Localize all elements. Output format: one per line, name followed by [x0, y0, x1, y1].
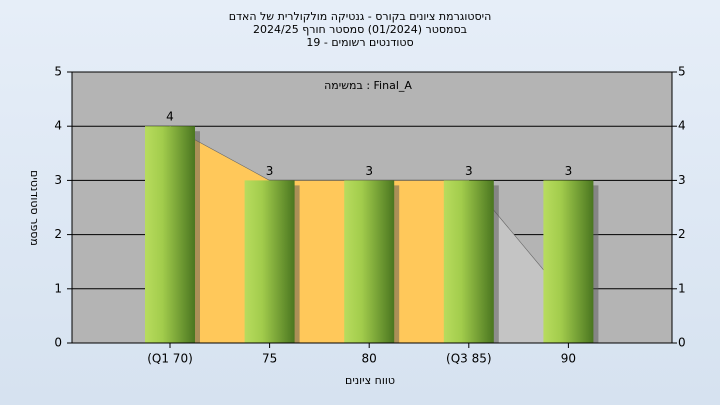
chart-subtitle: בסמסטר (01/2024) סמסטר חורף 2024/25	[253, 23, 467, 36]
chart-title: היסטוגרמת ציונים בקורס - גנטיקה מולקולרי…	[229, 10, 492, 23]
bar	[543, 180, 594, 343]
annotation: Final_A : במשימה	[324, 79, 412, 92]
y-tick-label: 5	[54, 65, 62, 79]
x-tick-label: 80	[362, 352, 377, 366]
y-tick-label: 0	[54, 336, 62, 350]
bar	[443, 180, 494, 343]
x-axis-label: טווח ציונים	[345, 374, 395, 387]
y2-tick-label: 5	[678, 65, 686, 79]
data-label: 3	[465, 164, 473, 178]
y2-tick-label: 2	[678, 227, 686, 241]
y-tick-label: 4	[54, 119, 62, 133]
y2-tick-label: 0	[678, 336, 686, 350]
y2-tick-label: 1	[678, 281, 686, 295]
y-tick-label: 3	[54, 173, 62, 187]
chart-subtitle: סטודנטים רשומים - 19	[306, 36, 413, 49]
data-label: 4	[166, 110, 174, 124]
y-tick-label: 2	[54, 227, 62, 241]
x-tick-label: (Q3 85)	[446, 352, 492, 366]
bar	[344, 180, 395, 343]
data-label: 3	[365, 164, 373, 178]
x-tick-label: (Q1 70)	[147, 352, 193, 366]
x-tick-label: 90	[561, 352, 576, 366]
data-label: 3	[565, 164, 573, 178]
y2-tick-label: 4	[678, 119, 686, 133]
y2-tick-label: 3	[678, 173, 686, 187]
data-label: 3	[266, 164, 274, 178]
bar	[244, 180, 295, 343]
bar	[145, 126, 195, 343]
x-tick-label: 75	[262, 352, 277, 366]
y-axis-label: מספר סטודנטים	[28, 170, 41, 246]
y-tick-label: 1	[54, 281, 62, 295]
